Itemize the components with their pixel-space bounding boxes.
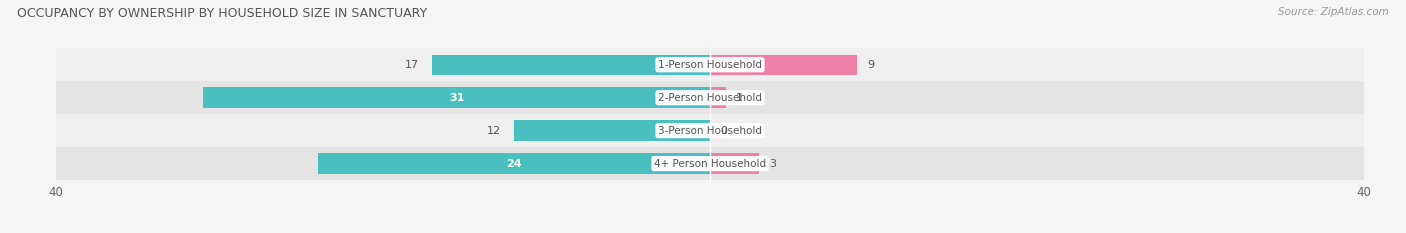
Bar xyxy=(204,87,710,108)
Text: OCCUPANCY BY OWNERSHIP BY HOUSEHOLD SIZE IN SANCTUARY: OCCUPANCY BY OWNERSHIP BY HOUSEHOLD SIZE… xyxy=(17,7,427,20)
Text: 17: 17 xyxy=(405,60,419,70)
Text: 1-Person Household: 1-Person Household xyxy=(658,60,762,70)
Bar xyxy=(318,153,710,174)
Text: 31: 31 xyxy=(449,93,464,103)
Bar xyxy=(56,81,1364,114)
Text: 12: 12 xyxy=(486,126,501,136)
Text: 0: 0 xyxy=(720,126,727,136)
Bar xyxy=(710,87,727,108)
Text: Source: ZipAtlas.com: Source: ZipAtlas.com xyxy=(1278,7,1389,17)
Text: 3: 3 xyxy=(769,159,776,169)
Text: 1: 1 xyxy=(737,93,744,103)
Text: 24: 24 xyxy=(506,159,522,169)
Bar xyxy=(432,55,710,75)
Text: 9: 9 xyxy=(868,60,875,70)
Text: 2-Person Household: 2-Person Household xyxy=(658,93,762,103)
Bar xyxy=(515,120,710,141)
Text: 4+ Person Household: 4+ Person Household xyxy=(654,159,766,169)
Bar xyxy=(56,114,1364,147)
Bar xyxy=(710,55,858,75)
Bar xyxy=(710,153,759,174)
Bar xyxy=(56,48,1364,81)
Bar xyxy=(56,147,1364,180)
Text: 3-Person Household: 3-Person Household xyxy=(658,126,762,136)
